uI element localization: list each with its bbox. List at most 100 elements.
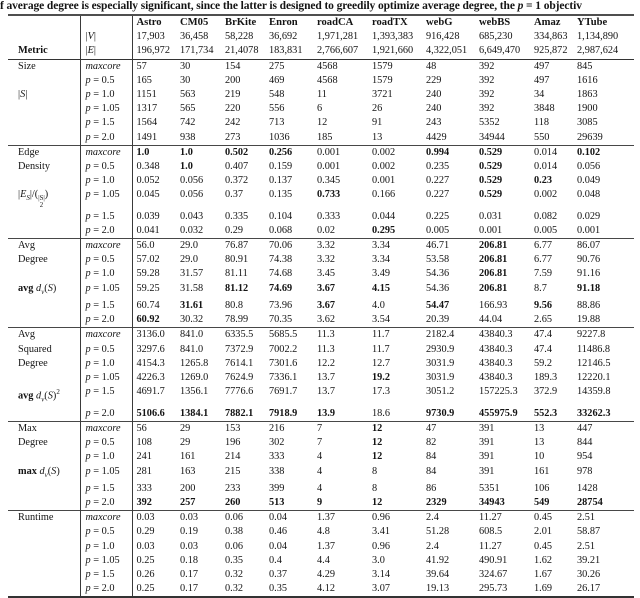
metric-row: p = 1.0 59.28 31.57 81.11 74.68 3.45 3.49 54.36… [8, 267, 634, 282]
metric-value: 91.16 [577, 268, 601, 280]
row-param-label: p = 2.0 [80, 496, 133, 511]
metric-value: 0.295 [372, 224, 396, 236]
metric-row: Avg maxcore 3136.0 841.0 6335.5 5685.5 11.3 11.… [8, 327, 634, 343]
metric-value: 0.04 [269, 540, 288, 552]
metric-value: 0.529 [479, 189, 503, 201]
metric-value: 4.4 [317, 554, 330, 566]
metric-value: 26 [372, 103, 383, 115]
metric-value: 43840.3 [479, 329, 513, 341]
row-label-value: = 2.0 [90, 131, 115, 143]
metric-row: |ES|/(|S| 2) p = 1.05 0.045 0.056 0.37 0.135 0.… [8, 188, 634, 210]
formula-part: ) [52, 282, 57, 294]
metric-value: 3.34 [372, 254, 391, 266]
metric-row: p = 0.5 0.29 0.19 0.38 0.46 4.8 3.41 51.28 608.5… [8, 525, 634, 540]
metric-value: 841.0 [180, 329, 204, 341]
formula-part: ( [44, 390, 48, 402]
metric-value: 31.58 [180, 282, 204, 294]
metric-row: p = 1.5 333 200 233 399 4 8 86 5351 106 1428 [8, 481, 634, 497]
metric-value: 1384.1 [180, 407, 209, 419]
metric-row: avg dv(S)2 p = 1.5 4691.7 1356.1 7776.6 7691.… [8, 385, 634, 407]
metric-value: 1564 [136, 117, 158, 129]
metric-value: 497 [534, 60, 550, 72]
metric-value: 11.3 [317, 343, 335, 355]
metric-value: 48 [426, 60, 437, 72]
row-param-label: p = 1.0 [80, 267, 133, 282]
metric-value: 13.9 [317, 407, 336, 419]
metric-value: 12 [372, 437, 383, 449]
row-label-value: = 0.5 [90, 526, 115, 538]
metric-value: 391 [479, 451, 495, 463]
metric-value: 0.056 [180, 175, 204, 187]
section-label: Squared [8, 342, 81, 357]
metric-value: 6.77 [534, 254, 553, 266]
dataset-header: webBS [479, 17, 511, 28]
row-label-value: = 0.5 [90, 161, 115, 173]
row-label-value: = 1.5 [90, 569, 115, 581]
dataset-header: CM05 [180, 17, 209, 28]
metric-value: 0.256 [269, 146, 293, 158]
vertex-count: 916,428 [426, 31, 460, 43]
metric-value: 206.81 [479, 240, 508, 252]
section-label [8, 116, 81, 131]
metric-value: 302 [269, 437, 285, 449]
metric-row: p = 1.05 1317 565 220 556 6 26 240 392 3848 1900 [8, 102, 634, 117]
metric-row: Runtime maxcore 0.03 0.03 0.06 0.04 1.37 0.96 2.… [8, 510, 634, 526]
formula-part: | [18, 189, 21, 201]
metric-value: 4.0 [372, 299, 385, 311]
metric-value: 2329 [426, 497, 447, 509]
row-param-label: p = 1.0 [80, 174, 133, 189]
row-param-label: p = 1.05 [80, 464, 133, 482]
formula-part: v [41, 287, 45, 296]
metric-value: 3.0 [372, 554, 385, 566]
metric-value: 7 [317, 422, 323, 434]
row-label-p: p [85, 161, 91, 173]
metric-value: 7301.6 [269, 357, 298, 369]
metric-value: 3031.9 [426, 371, 455, 383]
section-label-text: Avg [18, 329, 35, 341]
metric-value: 490.91 [479, 554, 508, 566]
metric-value: 469 [269, 74, 285, 86]
metric-row: Edge maxcore 1.0 1.0 0.502 0.256 0.001 0.002 0.9… [8, 145, 634, 161]
metric-value: 14359.8 [577, 386, 611, 398]
metric-value: 0.46 [269, 526, 288, 538]
metric-value: 0.03 [136, 512, 155, 524]
section-label: avg dv(S)2 [8, 385, 81, 407]
metric-value: 2.51 [577, 512, 596, 524]
metric-value: 3.62 [317, 314, 336, 326]
section-max-degree: Max maxcore 56 29 153 216 7 12 47 391 13 447 Degree p… [8, 421, 634, 511]
row-label-p: p [85, 451, 91, 463]
metric-value: 0.03 [136, 540, 155, 552]
metric-value: 1616 [577, 74, 598, 86]
metric-value: 742 [180, 117, 196, 129]
metric-value: 200 [180, 482, 196, 494]
metric-value: 1265.8 [180, 357, 209, 369]
section-label [8, 313, 81, 328]
row-label-maxcore: maxcore [85, 146, 121, 158]
corner-empty [80, 15, 133, 31]
metric-row: p = 1.05 4226.3 1269.0 7624.9 7336.1 13.7 19.2… [8, 370, 634, 386]
row-param-label: p = 0.5 [80, 436, 133, 451]
section-label [8, 209, 81, 224]
metric-value: 41.92 [426, 554, 450, 566]
row-param-label: p = 1.5 [80, 481, 133, 497]
metric-value: 3.67 [317, 282, 336, 294]
metric-value: 5106.6 [136, 407, 165, 419]
metric-value: 240 [426, 103, 442, 115]
metric-value: 0.32 [225, 583, 244, 595]
metric-value: 11.7 [372, 343, 390, 355]
metric-value: 196 [225, 437, 241, 449]
metric-value: 954 [577, 451, 593, 463]
metric-value: 9227.8 [577, 329, 606, 341]
formula-part: max [18, 465, 40, 477]
section-label-text: Size [18, 60, 36, 72]
row-label-value: = 1.5 [90, 117, 115, 129]
metric-value: 7882.1 [225, 407, 254, 419]
metric-value: 0.37 [225, 189, 244, 201]
metric-value: 59.28 [136, 268, 160, 280]
metric-value: 1317 [136, 103, 158, 115]
metric-row: p = 2.0 5106.6 1384.1 7882.1 7918.9 13.9 18.6 9… [8, 406, 634, 422]
metric-row: p = 1.0 0.052 0.056 0.372 0.137 0.345 0.001 0.2… [8, 174, 634, 189]
metric-value: 1.0 [180, 161, 193, 173]
metric-value: 39.64 [426, 569, 450, 581]
formula-part: d [36, 282, 42, 294]
